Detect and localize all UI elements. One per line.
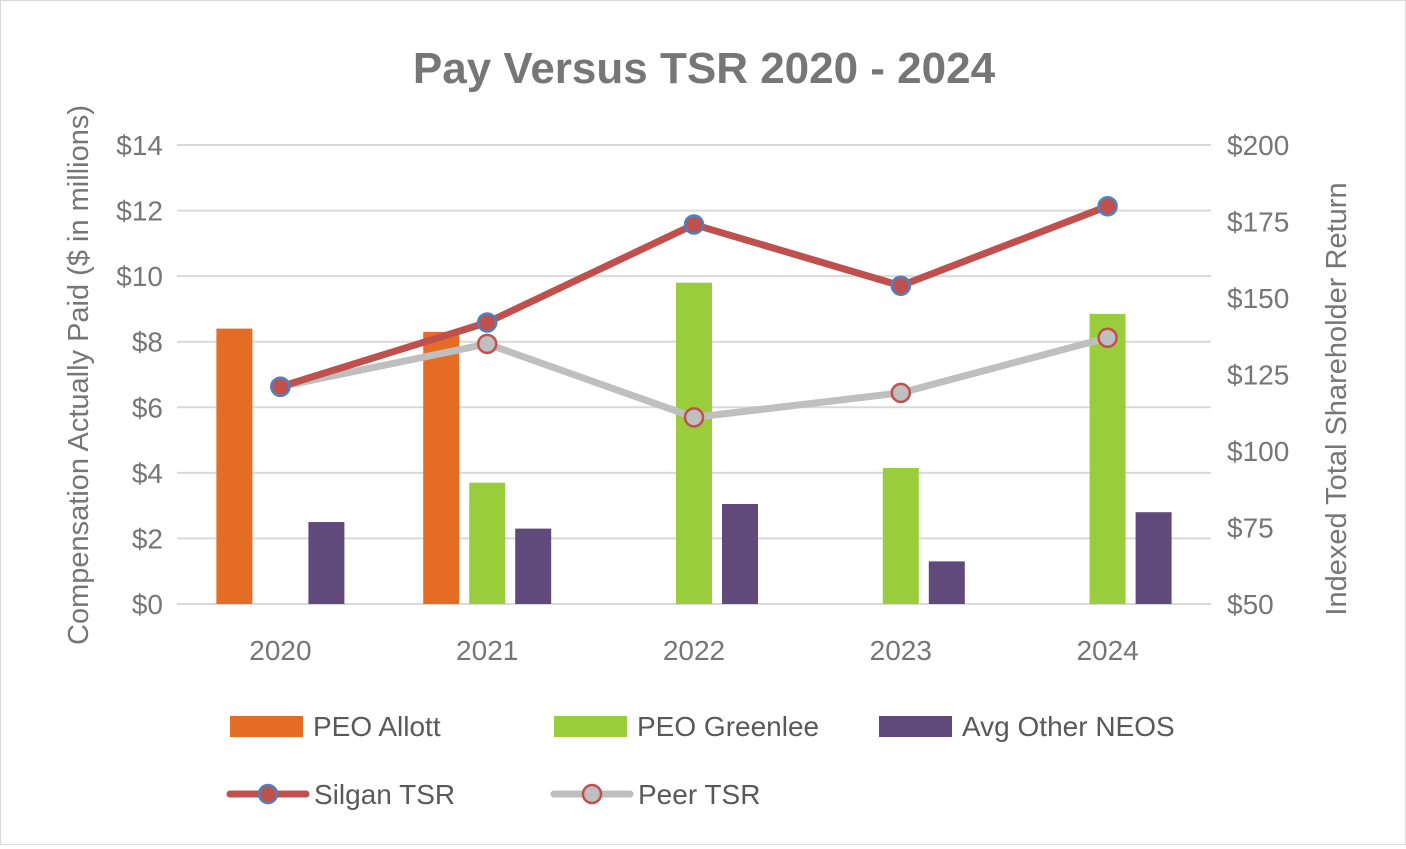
- left-tick-label: $6: [132, 392, 163, 423]
- legend-label-peo-greenlee: PEO Greenlee: [637, 711, 819, 742]
- right-tick-label: $75: [1227, 513, 1274, 544]
- legend-label-peer-tsr: Peer TSR: [638, 779, 760, 810]
- right-tick-label: $150: [1227, 283, 1289, 314]
- marker-silgan-tsr: [1097, 195, 1118, 217]
- marker-peer-tsr: [1097, 327, 1118, 349]
- bar-avg-other-neos: [308, 522, 345, 604]
- left-axis-ticks: $0 $2 $4 $6 $8 $10 $12 $14: [116, 130, 163, 620]
- right-tick-label: $50: [1227, 589, 1274, 620]
- x-tick-label: 2024: [1076, 635, 1138, 666]
- bar-peo-allott: [216, 328, 253, 604]
- marker-peer-tsr: [890, 382, 912, 404]
- bar-peo-greenlee: [469, 482, 506, 604]
- tsr-lines: [270, 195, 1118, 428]
- bar-avg-other-neos: [722, 504, 758, 604]
- right-axis-title: Indexed Total Shareholder Return: [1321, 182, 1353, 615]
- x-axis-ticks: 2020 2021 2022 2023 2024: [249, 635, 1138, 666]
- x-tick-label: 2023: [870, 635, 932, 666]
- left-axis-title: Compensation Actually Paid ($ in million…: [63, 105, 95, 645]
- marker-peer-tsr: [683, 407, 705, 428]
- bars: [216, 282, 1172, 604]
- chart-title: Pay Versus TSR 2020 - 2024: [413, 44, 996, 93]
- marker-silgan-tsr: [890, 275, 912, 297]
- left-tick-label: $10: [116, 261, 163, 292]
- legend-label-silgan-tsr: Silgan TSR: [314, 779, 455, 810]
- bar-peo-greenlee: [1089, 313, 1126, 604]
- legend-label-peo-allott: PEO Allott: [313, 711, 441, 742]
- marker-silgan-tsr: [683, 214, 705, 235]
- right-tick-label: $175: [1227, 207, 1289, 238]
- bar-peo-allott: [423, 331, 460, 604]
- bar-peo-greenlee: [882, 467, 919, 604]
- x-tick-label: 2022: [663, 635, 725, 666]
- right-tick-label: $200: [1227, 130, 1289, 161]
- legend-marker-silgan-tsr: [257, 783, 279, 805]
- x-tick-label: 2020: [249, 635, 311, 666]
- bar-avg-other-neos: [928, 561, 965, 604]
- left-tick-label: $8: [132, 327, 163, 358]
- left-tick-label: $0: [132, 589, 163, 620]
- marker-silgan-tsr: [270, 376, 291, 397]
- legend-swatch-peo-greenlee: [554, 716, 627, 737]
- left-tick-label: $4: [132, 458, 163, 489]
- left-tick-label: $12: [116, 196, 163, 227]
- legend-marker-peer-tsr: [581, 783, 603, 805]
- bar-avg-other-neos: [1135, 512, 1172, 604]
- right-tick-label: $100: [1227, 436, 1289, 467]
- x-tick-label: 2021: [456, 635, 518, 666]
- left-tick-label: $2: [132, 523, 163, 554]
- bar-avg-other-neos: [515, 528, 552, 604]
- bar-peo-greenlee: [676, 282, 712, 604]
- legend-label-avg-other-neos: Avg Other NEOS: [962, 711, 1175, 742]
- marker-peer-tsr: [476, 333, 498, 355]
- marker-silgan-tsr: [476, 312, 498, 333]
- right-axis-ticks: $50 $75 $100 $125 $150 $175 $200: [1227, 130, 1289, 620]
- legend: PEO Allott PEO Greenlee Avg Other NEOS Silg…: [226, 711, 1175, 810]
- right-tick-label: $125: [1227, 360, 1289, 391]
- legend-swatch-peo-allott: [230, 716, 303, 737]
- left-tick-label: $14: [116, 130, 163, 161]
- legend-swatch-avg-other-neos: [879, 716, 952, 737]
